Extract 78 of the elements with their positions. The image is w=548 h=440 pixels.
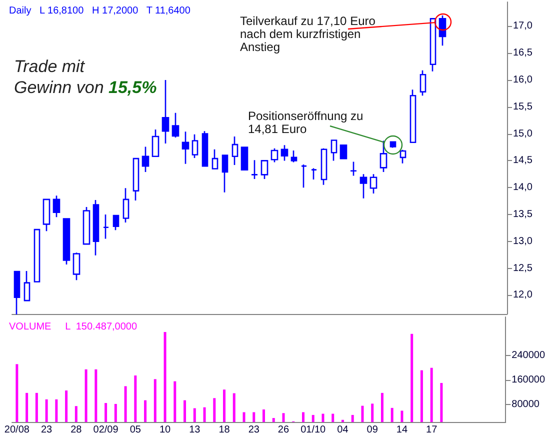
candlestick <box>250 160 258 180</box>
candlestick <box>172 112 180 138</box>
candlestick <box>232 136 238 166</box>
candlestick <box>212 148 218 170</box>
y-tick-label: 15,0 <box>513 128 533 140</box>
candlestick <box>340 144 348 160</box>
candlestick <box>300 164 308 188</box>
y-tick-label: 16,5 <box>513 48 533 59</box>
y-tick-label: 12,5 <box>513 262 533 274</box>
chart-title: VOLUME L 150.487,0000 <box>9 322 138 332</box>
x-tick-label: 18 <box>218 424 230 436</box>
candlestick <box>270 148 278 163</box>
candlestick <box>152 128 160 158</box>
x-tick-label: 09 <box>366 424 378 436</box>
x-tick-label: 10 <box>159 424 172 436</box>
x-tick-label: 23 <box>40 424 53 436</box>
candlestick <box>92 199 100 256</box>
x-tick-label: 04 <box>337 424 349 436</box>
x-tick-label: 13 <box>189 424 201 436</box>
y-tick-label: 13,5 <box>513 208 533 220</box>
annotation: Trade mit Gewinn von 15,5% <box>14 56 157 98</box>
y-tick-label: 15,5 <box>513 101 533 112</box>
candlestick <box>202 130 208 167</box>
candlestick <box>162 79 170 144</box>
candlestick <box>52 195 60 218</box>
candlestick <box>390 141 396 148</box>
y-tick-label: 240000 <box>512 350 546 362</box>
candlestick <box>102 214 110 240</box>
candlestick <box>240 146 248 170</box>
candlestick <box>34 228 40 282</box>
candlestick <box>360 173 368 199</box>
candlestick <box>410 89 416 144</box>
x-tick-label: 23 <box>248 424 260 436</box>
candlestick <box>24 270 30 302</box>
candlestick <box>320 148 328 186</box>
candlestick <box>290 150 298 163</box>
x-tick-label: 05 <box>130 424 142 436</box>
candlestick <box>62 218 70 266</box>
annotation: Teilverkauf zu 17,10 Euro nach dem kurzfristigen Anstieg <box>240 14 376 54</box>
y-tick-label: 12,0 <box>513 290 533 301</box>
y-tick-label: 14,0 <box>513 182 533 194</box>
candlestick <box>82 206 90 245</box>
candlestick <box>430 18 436 72</box>
candlestick <box>260 160 268 180</box>
x-tick-label: 02/09 <box>93 424 119 436</box>
candlestick <box>142 146 150 173</box>
candlestick <box>438 14 446 46</box>
x-tick-label: 01/10 <box>300 424 326 436</box>
x-tick-label: 20/08 <box>4 424 30 436</box>
y-tick-label: 17,0 <box>513 20 533 32</box>
x-tick-label: 26 <box>278 424 290 436</box>
y-tick-label: 13,0 <box>513 236 533 247</box>
candlestick <box>222 154 228 194</box>
candlestick <box>72 252 80 281</box>
annotation: Positionseröffnung zu 14,81 Euro <box>248 109 364 136</box>
candlestick <box>132 158 140 202</box>
x-tick-label: 28 <box>70 424 82 436</box>
candlestick <box>310 168 318 180</box>
candlestick <box>380 140 388 173</box>
candlestick <box>400 149 406 164</box>
x-tick-label: 14 <box>396 424 408 436</box>
candlestick <box>420 70 426 96</box>
y-tick-label: 160000 <box>512 374 546 386</box>
candlestick <box>42 198 50 232</box>
candlestick <box>280 144 288 162</box>
chart-title: Daily L 16,8100 H 17,2000 T 11,6400 <box>9 6 191 16</box>
candlestick <box>112 214 120 231</box>
candlestick <box>122 187 130 224</box>
candlestick <box>330 140 338 162</box>
y-tick-label: 80000 <box>512 399 540 410</box>
candlestick <box>192 134 198 159</box>
y-tick-label: 14,5 <box>513 155 533 166</box>
candlestick <box>370 173 378 194</box>
candlestick <box>350 161 358 176</box>
x-tick-label: 17 <box>426 424 438 436</box>
candlestick <box>14 270 20 316</box>
y-tick-label: 16,0 <box>513 74 533 86</box>
candlestick <box>182 130 190 165</box>
